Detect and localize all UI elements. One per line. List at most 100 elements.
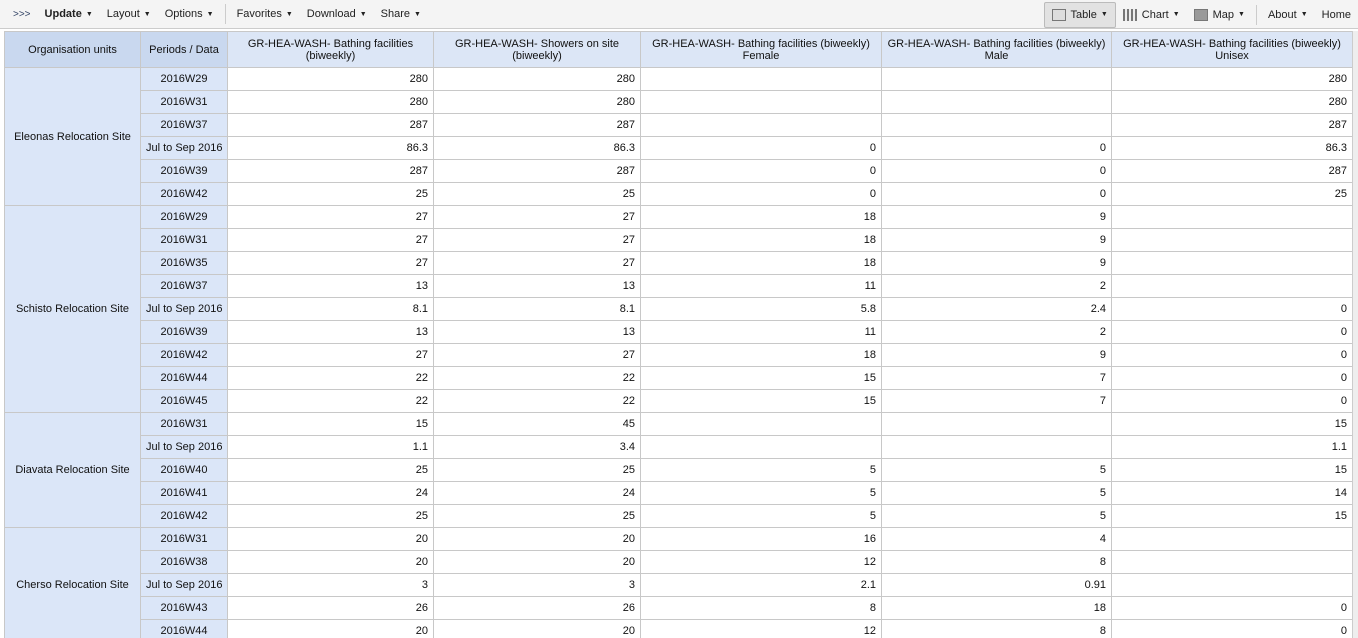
value-cell: 2 (881, 320, 1112, 344)
value-cell: 3 (227, 573, 434, 597)
period-cell: 2016W39 (140, 159, 228, 183)
value-cell: 287 (1111, 113, 1352, 137)
map-label: Map (1212, 8, 1235, 21)
column-header[interactable]: GR-HEA-WASH- Showers on site (biweekly) (433, 31, 641, 68)
table-row: 2016W39 287 287 0 0 287 (5, 159, 1352, 183)
value-cell: 9 (881, 251, 1112, 275)
caret-down-icon: ▼ (359, 10, 367, 18)
value-cell: 280 (227, 67, 434, 91)
value-cell: 27 (227, 228, 434, 252)
period-cell: 2016W29 (140, 67, 228, 91)
value-cell (881, 435, 1112, 459)
divider (1255, 4, 1257, 25)
org-unit-cell: Eleonas Relocation Site (4, 67, 141, 206)
layout-label: Layout (106, 8, 140, 20)
value-cell: 0 (640, 182, 882, 206)
column-header[interactable]: GR-HEA-WASH- Bathing facilities (biweekl… (881, 31, 1112, 68)
value-cell: 0 (1111, 320, 1352, 344)
chart-button[interactable]: Chart ▼ (1116, 1, 1187, 28)
share-label: Share (380, 8, 410, 20)
value-cell (640, 435, 882, 459)
share-menu[interactable]: Share ▼ (374, 1, 428, 28)
value-cell (881, 113, 1112, 137)
value-cell: 9 (881, 205, 1112, 229)
expand-button[interactable]: >>> (13, 8, 31, 20)
value-cell: 86.3 (227, 136, 434, 160)
table-row: 2016W39 13 13 11 2 0 (5, 320, 1352, 344)
home-button[interactable]: Home (1321, 8, 1351, 21)
value-cell: 280 (227, 90, 434, 114)
column-header[interactable]: Periods / Data (140, 31, 228, 68)
value-cell: 7 (881, 389, 1112, 413)
period-cell: 2016W41 (140, 481, 228, 505)
column-header[interactable]: GR-HEA-WASH- Bathing facilities (biweekl… (640, 31, 882, 68)
map-icon (1193, 8, 1208, 21)
column-header[interactable]: GR-HEA-WASH- Bathing facilities (biweekl… (227, 31, 434, 68)
value-cell: 22 (433, 389, 641, 413)
download-menu[interactable]: Download ▼ (300, 1, 374, 28)
org-unit-cell: Schisto Relocation Site (4, 205, 141, 413)
period-cell: 2016W42 (140, 182, 228, 206)
value-cell: 16 (640, 527, 882, 551)
column-header[interactable]: GR-HEA-WASH- Bathing facilities (biweekl… (1111, 31, 1352, 68)
table-icon (1051, 8, 1066, 21)
table-row: 2016W37 287 287 287 (5, 113, 1352, 137)
table-row: 2016W38 20 20 12 8 (5, 550, 1352, 574)
value-cell: 287 (227, 159, 434, 183)
value-cell: 5.8 (640, 297, 882, 321)
value-cell: 15 (227, 412, 434, 436)
table-row: 2016W42 25 25 5 5 15 (5, 504, 1352, 528)
favorites-label: Favorites (236, 8, 282, 20)
value-cell: 27 (433, 205, 641, 229)
value-cell: 0 (1111, 343, 1352, 367)
value-cell: 5 (881, 458, 1112, 482)
period-cell: 2016W37 (140, 113, 228, 137)
scrollbar[interactable] (1352, 31, 1358, 638)
value-cell: 15 (1111, 458, 1352, 482)
options-menu[interactable]: Options ▼ (158, 1, 221, 28)
value-cell (1111, 228, 1352, 252)
value-cell: 27 (227, 251, 434, 275)
value-cell: 18 (640, 343, 882, 367)
value-cell: 45 (433, 412, 641, 436)
value-cell: 8.1 (227, 297, 434, 321)
table-row: 2016W37 13 13 11 2 (5, 274, 1352, 298)
period-cell: 2016W44 (140, 366, 228, 390)
value-cell: 0 (881, 182, 1112, 206)
value-cell (881, 67, 1112, 91)
options-label: Options (164, 8, 203, 20)
map-button[interactable]: Map ▼ (1187, 1, 1252, 28)
value-cell (881, 412, 1112, 436)
caret-down-icon: ▼ (285, 10, 293, 18)
value-cell: 15 (640, 389, 882, 413)
value-cell: 20 (433, 527, 641, 551)
value-cell: 9 (881, 343, 1112, 367)
value-cell (1111, 274, 1352, 298)
value-cell: 27 (433, 228, 641, 252)
value-cell: 0 (1111, 619, 1352, 638)
favorites-menu[interactable]: Favorites ▼ (230, 1, 300, 28)
period-cell: Jul to Sep 2016 (140, 136, 228, 160)
value-cell: 27 (433, 343, 641, 367)
table-button[interactable]: Table ▼ (1043, 1, 1116, 28)
layout-menu[interactable]: Layout ▼ (100, 1, 158, 28)
period-cell: 2016W37 (140, 274, 228, 298)
value-cell: 15 (1111, 504, 1352, 528)
column-header[interactable]: Organisation units (4, 31, 141, 68)
value-cell: 0 (640, 136, 882, 160)
value-cell: 25 (1111, 182, 1352, 206)
period-cell: 2016W31 (140, 412, 228, 436)
value-cell: 26 (227, 596, 434, 620)
about-menu[interactable]: About ▼ (1261, 1, 1315, 28)
value-cell: 26 (433, 596, 641, 620)
table-row: Jul to Sep 2016 1.1 3.4 1.1 (5, 435, 1352, 459)
value-cell: 13 (433, 274, 641, 298)
divider (224, 4, 226, 24)
caret-down-icon: ▼ (413, 10, 421, 18)
caret-down-icon: ▼ (1100, 11, 1108, 18)
update-button[interactable]: Update ▼ (38, 1, 100, 28)
value-cell: 4 (881, 527, 1112, 551)
value-cell: 7 (881, 366, 1112, 390)
caret-down-icon: ▼ (1238, 11, 1245, 18)
value-cell: 5 (881, 481, 1112, 505)
